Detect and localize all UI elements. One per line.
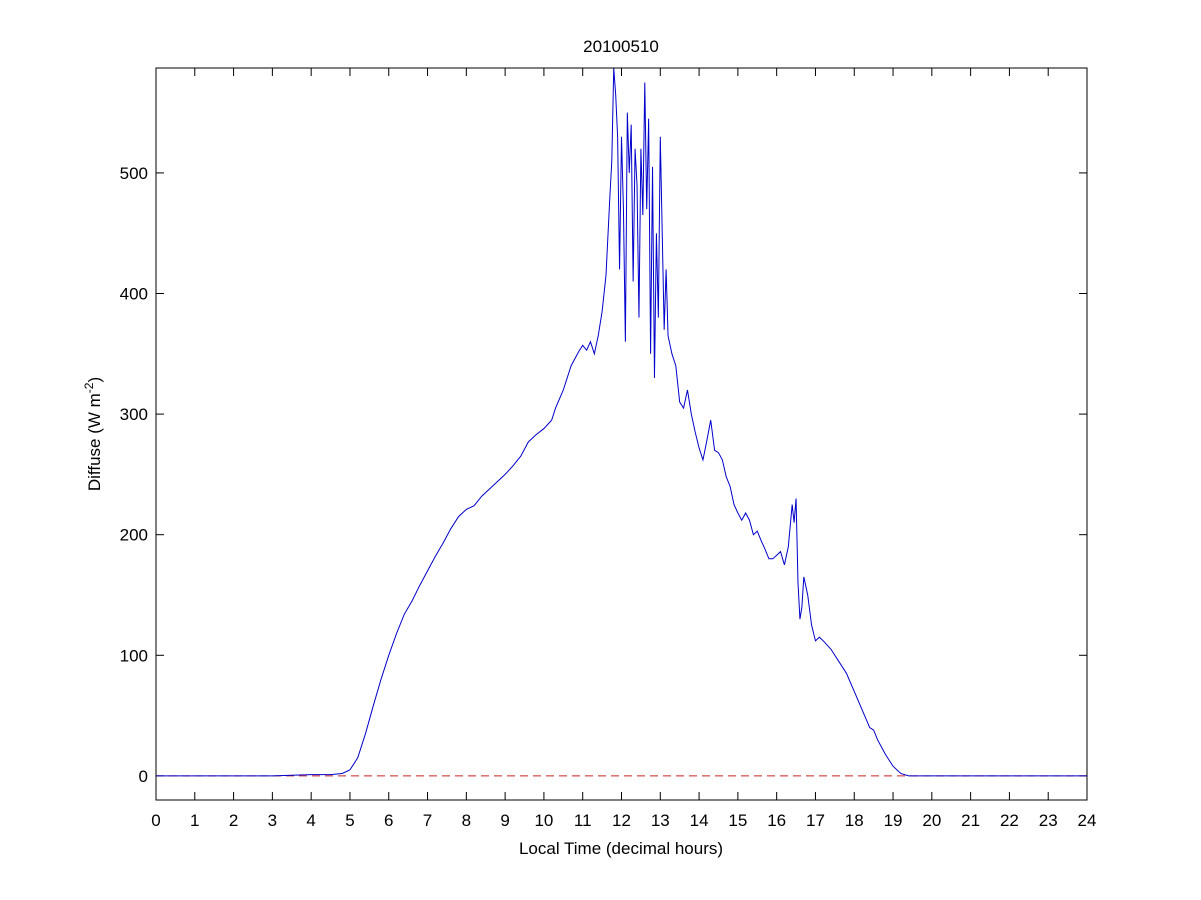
x-tick-label: 1 — [190, 811, 199, 830]
x-tick-label: 22 — [1000, 811, 1019, 830]
x-tick-label: 14 — [690, 811, 709, 830]
x-tick-label: 10 — [534, 811, 553, 830]
x-tick-label: 21 — [961, 811, 980, 830]
x-tick-label: 5 — [345, 811, 354, 830]
x-tick-label: 8 — [462, 811, 471, 830]
x-tick-label: 0 — [151, 811, 160, 830]
y-axis-label: Diffuse (W m-2) — [82, 377, 104, 491]
x-tick-label: 9 — [500, 811, 509, 830]
chart-title: 20100510 — [583, 37, 659, 56]
x-tick-label: 11 — [574, 811, 592, 830]
y-tick-label: 400 — [120, 285, 148, 304]
y-label-superscript: -2 — [82, 382, 96, 393]
y-label-suffix: ) — [85, 377, 104, 383]
x-tick-label: 16 — [767, 811, 786, 830]
y-tick-label: 300 — [120, 405, 148, 424]
y-tick-label: 500 — [120, 164, 148, 183]
x-tick-label: 17 — [806, 811, 825, 830]
x-tick-label: 18 — [845, 811, 864, 830]
y-label-text: Diffuse (W m — [85, 393, 104, 491]
y-tick-label: 0 — [139, 767, 148, 786]
x-tick-label: 12 — [612, 811, 631, 830]
x-tick-label: 13 — [651, 811, 670, 830]
x-tick-label: 3 — [268, 811, 277, 830]
x-tick-label: 15 — [728, 811, 747, 830]
axes-box — [155, 67, 1088, 801]
x-tick-label: 23 — [1039, 811, 1058, 830]
x-tick-label: 20 — [922, 811, 941, 830]
x-tick-label: 24 — [1078, 811, 1097, 830]
y-tick-label: 100 — [120, 646, 148, 665]
x-tick-label: 4 — [306, 811, 315, 830]
data-line — [156, 67, 1087, 777]
x-tick-label: 7 — [423, 811, 432, 830]
x-tick-label: 6 — [384, 811, 393, 830]
x-tick-label: 2 — [229, 811, 238, 830]
y-tick-label: 200 — [120, 526, 148, 545]
x-axis-label: Local Time (decimal hours) — [519, 839, 723, 858]
x-tick-label: 19 — [884, 811, 903, 830]
